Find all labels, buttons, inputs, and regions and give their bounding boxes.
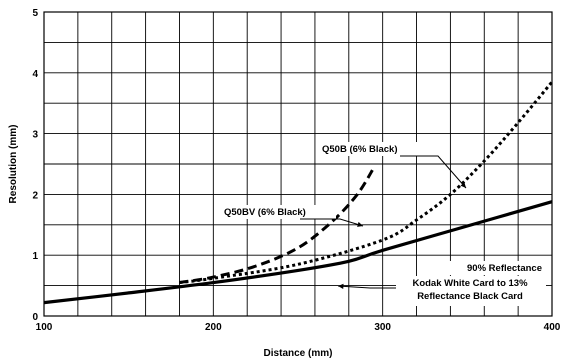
y-tick-label: 1 [32,251,38,262]
series-line-dotted [179,80,554,285]
y-axis-title: Resolution (mm) [8,125,19,204]
y-tick-label: 3 [32,130,38,141]
y-tick-label: 4 [32,69,38,80]
x-tick-label: 300 [374,322,391,333]
annotation-backgrounds [220,142,546,306]
annotation-bg [220,205,336,219]
annotation-bg [318,142,446,156]
annotations: Q50B (6% Black) Q50BV (6% Black) 90% Refle… [224,144,542,302]
annotation-arrowhead [460,182,466,188]
series-line-solid [43,200,553,305]
annotation-leader [400,155,467,189]
annotation-label: Q50BV (6% Black) [224,207,306,218]
y-tick-label: 0 [32,312,38,323]
annotation-arrowhead [357,221,363,227]
annotation-bg [396,276,546,306]
annotation-leader [300,218,364,227]
y-tick-label: 5 [32,8,38,19]
annotation-label: Q50B (6% Black) [322,144,398,155]
series-line-dashed [179,166,376,285]
annotation-label: Kodak White Card to 13% [412,278,528,289]
tick-labels: 100 200 300 400 0 1 2 3 4 5 [32,8,560,333]
x-axis-title: Distance (mm) [264,348,333,359]
plot-frame [43,11,553,317]
y-tick-label: 2 [32,190,38,201]
x-tick-label: 200 [205,322,222,333]
series-lines [43,80,554,305]
annotation-label: 90% Reflectance [467,263,542,274]
annotation-bg [446,261,546,275]
annotation-label: Reflectance Black Card [417,291,523,302]
x-tick-label: 400 [544,322,561,333]
annotation-leader [337,285,396,289]
annotation-arrowhead [338,283,344,289]
x-tick-label: 100 [36,322,53,333]
